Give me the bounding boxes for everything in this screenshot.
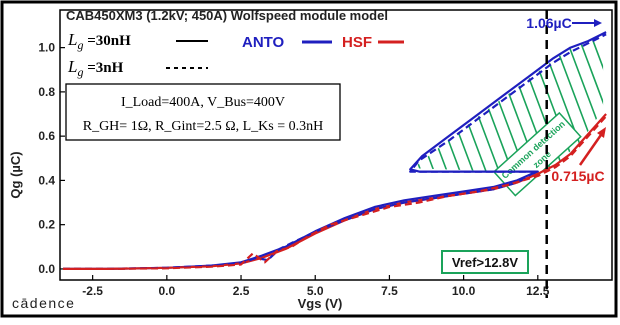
x-tick-label: 0.0 — [158, 284, 175, 298]
series-layer — [63, 31, 607, 270]
zone-hatch-line — [419, 36, 481, 173]
hsf-end-arrow — [578, 131, 605, 166]
x-tick-label: 2.5 — [233, 284, 250, 298]
x-axis-label: Vgs (V) — [298, 296, 343, 311]
zone-hatch-line — [342, 30, 402, 190]
zone-hatch-line — [575, 36, 604, 173]
hsf-end-arrowhead — [597, 127, 606, 138]
conditions-line1: I_Load=400A, V_Bus=400V — [121, 95, 285, 110]
y-axis-label: Qg (µC) — [8, 151, 23, 198]
zone-hatch-line — [588, 36, 604, 173]
x-tick-label: 7.5 — [381, 284, 398, 298]
y-tick-label: 1.0 — [38, 41, 55, 55]
chart-title: CAB450XM3 (1.2kV; 450A) Wolfspeed module… — [66, 8, 388, 23]
y-tick-label: 0.4 — [38, 173, 55, 187]
legend-lg30-label: Lg =30nH — [67, 30, 131, 52]
hsf-end-value: 0.715µC — [551, 168, 604, 184]
legend: Lg =30nH Lg =3nH ANTO HSF — [67, 30, 404, 79]
anto-end-value: 1.06µC — [526, 15, 571, 31]
conditions-box: I_Load=400A, V_Bus=400V R_GH= 1Ω, R_Gint… — [65, 83, 341, 141]
hsf-end-annotation: 0.715µC — [551, 127, 606, 184]
x-tick-label: 10.0 — [452, 284, 476, 298]
legend-anto-label: ANTO — [242, 34, 285, 51]
series-hsf-dashed — [63, 115, 607, 270]
conditions-box-frame — [65, 83, 341, 141]
zone-hatch-line — [413, 36, 416, 173]
x-tick-label: 12.5 — [526, 284, 550, 298]
vref-label-box — [441, 250, 529, 274]
y-tick-label: 0.6 — [38, 129, 55, 143]
vref-label: Vref>12.8V — [452, 255, 518, 270]
anto-end-arrowhead — [594, 19, 602, 27]
zone-hatch-line — [562, 36, 604, 173]
zone-hatch-line — [413, 36, 442, 173]
plot-area-border — [59, 9, 613, 281]
y-axis-ticks: 0.0 0.2 0.4 0.6 0.8 1.0 — [38, 41, 65, 276]
series-anto-dashed — [63, 33, 607, 270]
zone-hatch-line — [445, 36, 507, 173]
x-tick-label: -2.5 — [82, 284, 103, 298]
y-tick-label: 0.2 — [38, 218, 55, 232]
y-tick-label: 0.8 — [38, 85, 55, 99]
zone-hatch-line — [413, 36, 455, 173]
cadence-logo: cādence — [12, 295, 75, 311]
figure-border — [0, 0, 618, 318]
anto-end-annotation: 1.06µC — [526, 15, 602, 31]
x-axis-ticks: -2.5 0.0 2.5 5.0 7.5 10.0 12.5 — [82, 275, 550, 298]
conditions-line2: R_GH= 1Ω, R_Gint=2.5 Ω, L_Ks = 0.3nH — [83, 119, 324, 134]
legend-hsf-label: HSF — [342, 34, 372, 51]
y-tick-label: 0.0 — [38, 262, 55, 276]
zone-hatch-line — [413, 36, 429, 173]
legend-lg3-label: Lg =3nH — [67, 57, 124, 79]
x-tick-label: 5.0 — [307, 284, 324, 298]
vref-annotation: Vref>12.8V — [441, 250, 529, 274]
